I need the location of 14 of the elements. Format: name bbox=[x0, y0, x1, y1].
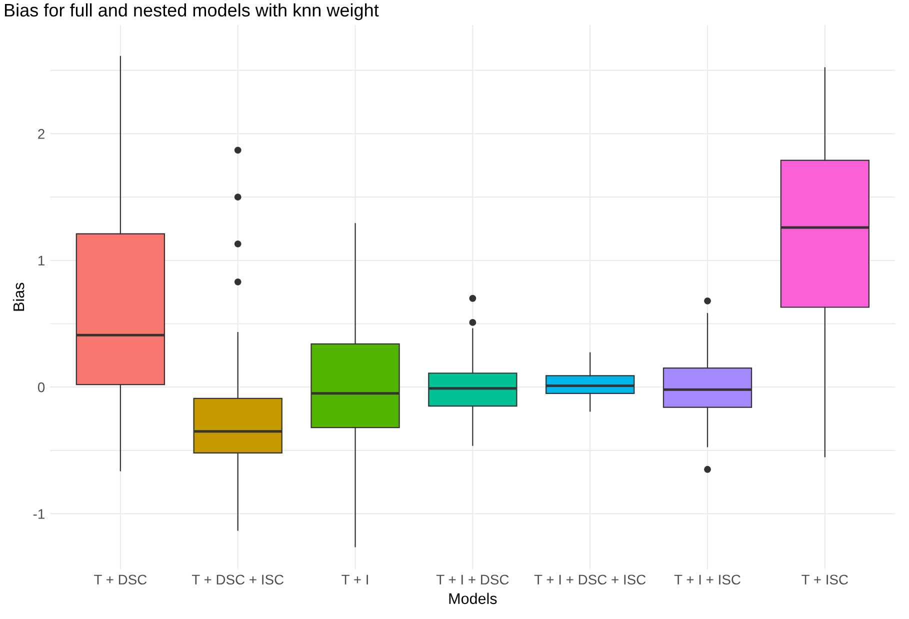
y-tick-label: 2 bbox=[38, 129, 44, 139]
chart-title: Bias for full and nested models with knn weight bbox=[4, 3, 379, 20]
x-tick-label: T + ISC bbox=[802, 574, 848, 585]
x-tick-label: T + I + DSC bbox=[436, 574, 509, 585]
x-tick-label: T + I bbox=[342, 574, 368, 584]
x-tick-label: T + DSC bbox=[94, 574, 147, 585]
x-tick-label: T + I + ISC bbox=[674, 574, 740, 585]
y-axis-title: Bias bbox=[12, 282, 24, 311]
x-tick-label: T + I + DSC + ISC bbox=[534, 574, 646, 585]
x-axis-title: Models bbox=[449, 592, 497, 604]
y-tick-label: 1 bbox=[38, 256, 44, 266]
y-tick-label: 0 bbox=[38, 382, 45, 392]
y-tick-label: -1 bbox=[33, 509, 44, 519]
x-tick-label: T + DSC + ISC bbox=[192, 574, 284, 585]
